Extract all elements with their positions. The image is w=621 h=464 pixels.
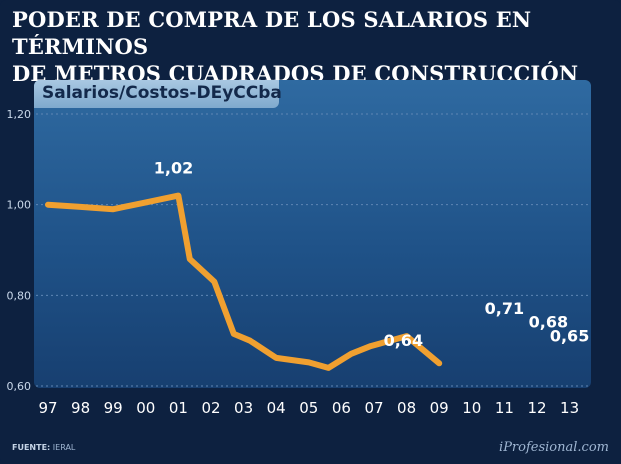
chart-subtitle-bar bbox=[34, 80, 279, 108]
x-tick-label: 12 bbox=[527, 399, 546, 417]
x-tick-label: 00 bbox=[136, 399, 155, 417]
data-label: 0,65 bbox=[550, 326, 589, 345]
data-label: 0,68 bbox=[529, 313, 568, 332]
series-line bbox=[45, 192, 443, 371]
data-label: 0,71 bbox=[485, 299, 524, 318]
y-tick-label: 1,20 bbox=[7, 108, 32, 121]
data-label: 1,02 bbox=[154, 159, 193, 178]
x-tick-label: 99 bbox=[104, 399, 123, 417]
x-tick-label: 13 bbox=[560, 399, 579, 417]
plot-area bbox=[34, 80, 591, 388]
x-tick-label: 02 bbox=[201, 399, 220, 417]
x-tick-label: 10 bbox=[462, 399, 481, 417]
source-value: IERAL bbox=[52, 443, 76, 452]
x-tick-label: 98 bbox=[71, 399, 90, 417]
x-tick-label: 09 bbox=[430, 399, 449, 417]
x-tick-label: 01 bbox=[169, 399, 188, 417]
y-tick-label: 0,80 bbox=[7, 289, 32, 302]
x-tick-label: 08 bbox=[397, 399, 416, 417]
x-tick-label: 03 bbox=[234, 399, 253, 417]
y-tick-label: 0,60 bbox=[7, 380, 32, 393]
data-label: 0,64 bbox=[384, 331, 423, 350]
source-label: FUENTE: bbox=[12, 443, 51, 452]
source-note: FUENTE: IERAL bbox=[12, 443, 75, 452]
y-tick-label: 1,00 bbox=[7, 199, 32, 212]
x-tick-label: 97 bbox=[38, 399, 57, 417]
brand-logo: iProfesional.com bbox=[499, 440, 609, 455]
chart-subtitle: Salarios/Costos-DEyCCba bbox=[42, 83, 282, 103]
x-tick-label: 11 bbox=[495, 399, 514, 417]
x-tick-label: 07 bbox=[364, 399, 383, 417]
x-tick-label: 06 bbox=[332, 399, 351, 417]
x-tick-label: 05 bbox=[299, 399, 318, 417]
x-tick-label: 04 bbox=[267, 399, 286, 417]
